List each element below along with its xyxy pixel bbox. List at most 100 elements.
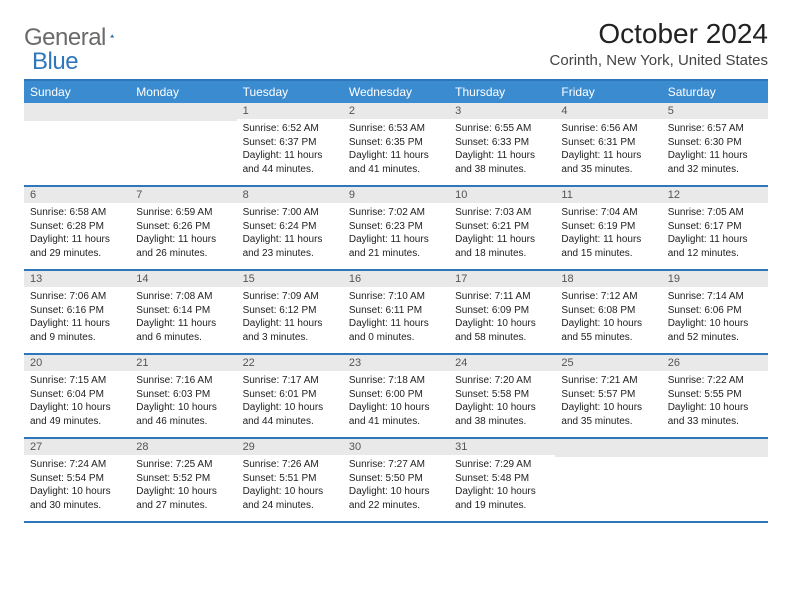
- calendar-cell: 18Sunrise: 7:12 AMSunset: 6:08 PMDayligh…: [555, 271, 661, 353]
- day-line: Daylight: 11 hours: [30, 317, 124, 331]
- day-line: Daylight: 10 hours: [136, 401, 230, 415]
- day-line: Daylight: 11 hours: [349, 149, 443, 163]
- day-line: Sunset: 6:12 PM: [243, 304, 337, 318]
- day-details: Sunrise: 7:26 AMSunset: 5:51 PMDaylight:…: [237, 455, 343, 518]
- day-line: and 44 minutes.: [243, 163, 337, 177]
- day-number: 10: [449, 187, 555, 203]
- day-line: Sunset: 6:23 PM: [349, 220, 443, 234]
- day-details: Sunrise: 7:20 AMSunset: 5:58 PMDaylight:…: [449, 371, 555, 434]
- day-line: and 24 minutes.: [243, 499, 337, 513]
- calendar-cell: 4Sunrise: 6:56 AMSunset: 6:31 PMDaylight…: [555, 103, 661, 185]
- weekday-header: Thursday: [449, 81, 555, 103]
- day-line: Sunset: 6:03 PM: [136, 388, 230, 402]
- calendar-cell: 25Sunrise: 7:21 AMSunset: 5:57 PMDayligh…: [555, 355, 661, 437]
- calendar-cell: 2Sunrise: 6:53 AMSunset: 6:35 PMDaylight…: [343, 103, 449, 185]
- day-line: and 33 minutes.: [668, 415, 762, 429]
- day-line: Daylight: 11 hours: [349, 233, 443, 247]
- calendar-cell: [130, 103, 236, 185]
- day-number: 29: [237, 439, 343, 455]
- day-line: and 26 minutes.: [136, 247, 230, 261]
- day-line: Daylight: 11 hours: [136, 233, 230, 247]
- day-line: Sunrise: 7:10 AM: [349, 290, 443, 304]
- day-line: Sunset: 6:31 PM: [561, 136, 655, 150]
- day-line: Sunrise: 7:18 AM: [349, 374, 443, 388]
- day-line: Daylight: 10 hours: [561, 317, 655, 331]
- calendar-cell: 31Sunrise: 7:29 AMSunset: 5:48 PMDayligh…: [449, 439, 555, 521]
- calendar-cell: 11Sunrise: 7:04 AMSunset: 6:19 PMDayligh…: [555, 187, 661, 269]
- day-line: Sunrise: 7:24 AM: [30, 458, 124, 472]
- day-line: Sunset: 5:51 PM: [243, 472, 337, 486]
- day-line: and 58 minutes.: [455, 331, 549, 345]
- calendar-cell: 16Sunrise: 7:10 AMSunset: 6:11 PMDayligh…: [343, 271, 449, 353]
- day-details: Sunrise: 7:00 AMSunset: 6:24 PMDaylight:…: [237, 203, 343, 266]
- day-line: Daylight: 11 hours: [243, 233, 337, 247]
- day-line: Sunrise: 7:16 AM: [136, 374, 230, 388]
- day-line: and 3 minutes.: [243, 331, 337, 345]
- day-line: Sunset: 6:04 PM: [30, 388, 124, 402]
- day-line: Sunrise: 6:57 AM: [668, 122, 762, 136]
- day-line: Sunset: 6:24 PM: [243, 220, 337, 234]
- day-line: Daylight: 11 hours: [668, 149, 762, 163]
- day-number: 18: [555, 271, 661, 287]
- day-details: Sunrise: 7:02 AMSunset: 6:23 PMDaylight:…: [343, 203, 449, 266]
- day-line: and 22 minutes.: [349, 499, 443, 513]
- page-title: October 2024: [550, 18, 768, 50]
- day-line: and 38 minutes.: [455, 415, 549, 429]
- calendar: SundayMondayTuesdayWednesdayThursdayFrid…: [24, 79, 768, 523]
- day-details: Sunrise: 7:27 AMSunset: 5:50 PMDaylight:…: [343, 455, 449, 518]
- day-details: Sunrise: 7:09 AMSunset: 6:12 PMDaylight:…: [237, 287, 343, 350]
- day-line: and 46 minutes.: [136, 415, 230, 429]
- day-line: and 27 minutes.: [136, 499, 230, 513]
- day-line: Sunrise: 7:22 AM: [668, 374, 762, 388]
- day-line: Daylight: 10 hours: [349, 485, 443, 499]
- day-line: Sunset: 6:11 PM: [349, 304, 443, 318]
- calendar-cell: 14Sunrise: 7:08 AMSunset: 6:14 PMDayligh…: [130, 271, 236, 353]
- day-line: Sunset: 5:48 PM: [455, 472, 549, 486]
- day-line: Daylight: 10 hours: [243, 401, 337, 415]
- calendar-cell: 21 Sunrise: 7:16 AMSunset: 6:03 PMDayligh…: [130, 355, 236, 437]
- weekday-header-row: SundayMondayTuesdayWednesdayThursdayFrid…: [24, 81, 768, 103]
- weekday-header: Wednesday: [343, 81, 449, 103]
- day-line: Daylight: 11 hours: [136, 317, 230, 331]
- day-line: Sunset: 6:16 PM: [30, 304, 124, 318]
- calendar-cell: 3Sunrise: 6:55 AMSunset: 6:33 PMDaylight…: [449, 103, 555, 185]
- day-number: [130, 103, 236, 121]
- day-line: Daylight: 10 hours: [243, 485, 337, 499]
- day-line: Sunset: 5:58 PM: [455, 388, 549, 402]
- day-line: Sunset: 5:52 PM: [136, 472, 230, 486]
- page-subtitle: Corinth, New York, United States: [550, 52, 768, 69]
- calendar-cell: 13Sunrise: 7:06 AMSunset: 6:16 PMDayligh…: [24, 271, 130, 353]
- day-line: and 15 minutes.: [561, 247, 655, 261]
- day-line: Sunset: 6:08 PM: [561, 304, 655, 318]
- day-line: and 41 minutes.: [349, 163, 443, 177]
- day-number: 22: [237, 355, 343, 371]
- day-details: Sunrise: 7:29 AMSunset: 5:48 PMDaylight:…: [449, 455, 555, 518]
- day-line: Daylight: 10 hours: [136, 485, 230, 499]
- day-line: Sunrise: 6:53 AM: [349, 122, 443, 136]
- day-line: and 35 minutes.: [561, 163, 655, 177]
- day-details: Sunrise: 7:03 AMSunset: 6:21 PMDaylight:…: [449, 203, 555, 266]
- day-details: Sunrise: 7:21 AMSunset: 5:57 PMDaylight:…: [555, 371, 661, 434]
- day-details: Sunrise: 6:55 AMSunset: 6:33 PMDaylight:…: [449, 119, 555, 182]
- day-line: Sunrise: 7:14 AM: [668, 290, 762, 304]
- day-details: Sunrise: 6:57 AMSunset: 6:30 PMDaylight:…: [662, 119, 768, 182]
- calendar-cell: 24Sunrise: 7:20 AMSunset: 5:58 PMDayligh…: [449, 355, 555, 437]
- calendar-cell: 30Sunrise: 7:27 AMSunset: 5:50 PMDayligh…: [343, 439, 449, 521]
- day-line: Sunrise: 7:11 AM: [455, 290, 549, 304]
- day-number: 31: [449, 439, 555, 455]
- day-number: 7: [130, 187, 236, 203]
- day-line: Daylight: 10 hours: [455, 317, 549, 331]
- day-details: Sunrise: 7:25 AMSunset: 5:52 PMDaylight:…: [130, 455, 236, 518]
- day-number: 4: [555, 103, 661, 119]
- day-line: Sunrise: 7:17 AM: [243, 374, 337, 388]
- day-line: Sunset: 6:01 PM: [243, 388, 337, 402]
- day-line: Sunrise: 6:52 AM: [243, 122, 337, 136]
- day-details: Sunrise: 6:52 AMSunset: 6:37 PMDaylight:…: [237, 119, 343, 182]
- day-line: Daylight: 11 hours: [243, 317, 337, 331]
- day-line: and 19 minutes.: [455, 499, 549, 513]
- day-details: Sunrise: 6:58 AMSunset: 6:28 PMDaylight:…: [24, 203, 130, 266]
- day-line: Sunset: 5:50 PM: [349, 472, 443, 486]
- day-number: 21: [130, 355, 236, 371]
- day-line: Daylight: 10 hours: [455, 401, 549, 415]
- day-number: [555, 439, 661, 457]
